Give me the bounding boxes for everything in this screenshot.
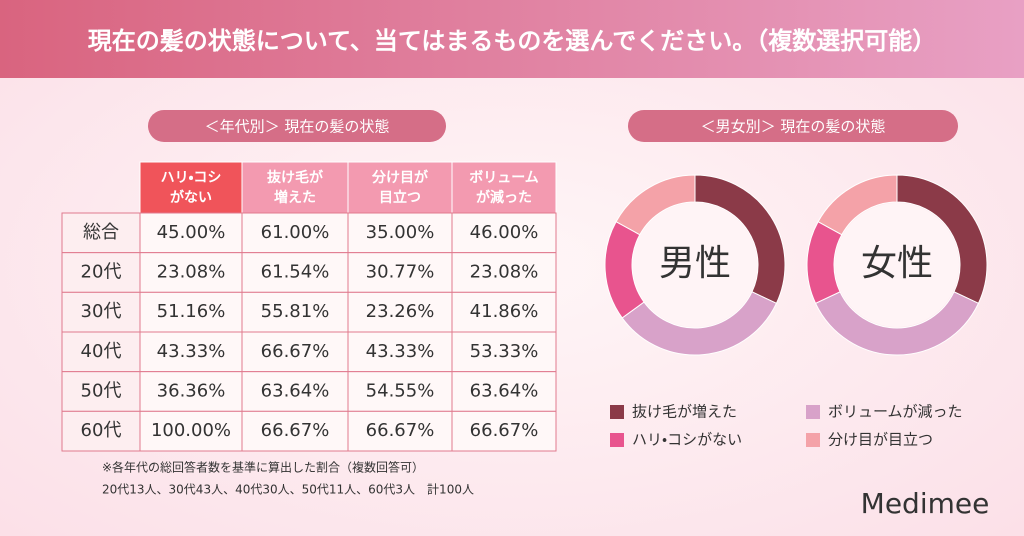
- table-cell: [347, 212, 453, 254]
- donut-segment: [817, 174, 898, 236]
- legend-label: ハリ・コシがない: [632, 431, 742, 449]
- table-value: 54.55%: [366, 381, 435, 402]
- center-label: 女性: [861, 243, 933, 284]
- legend-label: 分け目が目立つ: [828, 431, 933, 449]
- legend-swatch: [806, 405, 820, 419]
- column-header: 目立つ: [379, 189, 421, 206]
- table-value: 61.00%: [261, 222, 330, 243]
- column-header-cell: [451, 161, 557, 214]
- row-label: 総合: [83, 222, 119, 243]
- legend-swatch: [610, 433, 624, 447]
- table-value: 35.00%: [366, 222, 435, 243]
- table-value: 66.67%: [261, 341, 330, 362]
- table-cell: [451, 371, 557, 412]
- table-heading-pill: [148, 110, 446, 142]
- table-value: 36.36%: [157, 381, 226, 402]
- table-value: 23.08%: [157, 262, 226, 283]
- table-value: 61.54%: [261, 262, 330, 283]
- table-cell: [347, 331, 453, 373]
- table-cell: [347, 410, 453, 452]
- note: 20代13人、30代43人、40代30人、50代11人、60代3人 計100人: [102, 482, 474, 497]
- table-cell: [451, 252, 557, 293]
- table-cell: [451, 331, 557, 373]
- row-label: 50代: [81, 381, 122, 402]
- donut-hole: [835, 203, 959, 327]
- legend-label: 抜け毛が増えた: [632, 403, 737, 421]
- column-header-cell: [241, 161, 349, 214]
- chart-heading-pill: [628, 110, 958, 142]
- table-value: 66.67%: [261, 420, 330, 441]
- header-band: [0, 0, 1024, 78]
- legend-swatch: [610, 405, 624, 419]
- table-cell: [241, 371, 349, 412]
- row-label: 30代: [81, 301, 122, 322]
- table-cell: [347, 291, 453, 333]
- table-cell: [139, 212, 243, 254]
- column-header: 分け目が: [371, 169, 429, 186]
- note: ※各年代の総回答者数を基準に算出した割合（複数回答可）: [102, 460, 424, 475]
- table-value: 66.67%: [366, 420, 435, 441]
- table-value: 66.67%: [470, 420, 539, 441]
- center-label: 男性: [659, 243, 731, 284]
- table-cell: [139, 410, 243, 452]
- table-cell: [451, 410, 557, 452]
- table-cell: [139, 331, 243, 373]
- legend-label: ボリュームが減った: [828, 403, 963, 421]
- table-cell: [61, 291, 141, 333]
- table-value: 53.33%: [470, 341, 539, 362]
- row-label: 60代: [81, 420, 122, 441]
- row-label: 40代: [81, 341, 122, 362]
- table-value: 100.00%: [151, 420, 231, 441]
- donut-segment: [615, 174, 696, 236]
- table-value: 46.00%: [470, 222, 539, 243]
- table-value: 43.33%: [157, 341, 226, 362]
- chart-heading: ＜男女別＞ 現在の髪の状態: [701, 118, 886, 136]
- legend-swatch: [806, 433, 820, 447]
- title: 現在の髪の状態について、当てはまるものを選んでください。（複数選択可能）: [88, 27, 936, 55]
- table-value: 23.08%: [470, 262, 539, 283]
- column-header: が減った: [476, 189, 532, 206]
- table-value: 43.33%: [366, 341, 435, 362]
- column-header-cell: [347, 161, 453, 214]
- table-value: 23.26%: [366, 301, 435, 322]
- column-header: ハリ・コシ: [161, 170, 222, 186]
- donut-hole: [633, 203, 757, 327]
- table-cell: [241, 252, 349, 293]
- table-cell: [451, 291, 557, 333]
- table-cell: [61, 331, 141, 373]
- table-cell: [139, 291, 243, 333]
- row-label: 20代: [81, 262, 122, 283]
- table-cell: [241, 291, 349, 333]
- table-cell: [139, 371, 243, 412]
- table-cell: [347, 371, 453, 412]
- table-cell: [451, 212, 557, 254]
- table-value: 30.77%: [366, 262, 435, 283]
- table-value: 51.16%: [157, 301, 226, 322]
- column-header: 増えた: [274, 189, 316, 206]
- logo: Medimee: [861, 487, 990, 520]
- table-value: 41.86%: [470, 301, 539, 322]
- table-heading: ＜年代別＞ 現在の髪の状態: [205, 118, 390, 136]
- column-header: ボリューム: [469, 170, 539, 186]
- table-value: 55.81%: [261, 301, 330, 322]
- column-header: がない: [170, 189, 212, 206]
- table-value: 45.00%: [157, 222, 226, 243]
- column-header: 抜け毛が: [267, 169, 324, 186]
- table-cell: [61, 371, 141, 412]
- table-cell: [61, 252, 141, 293]
- table-value: 63.64%: [261, 381, 330, 402]
- table-value: 63.64%: [470, 381, 539, 402]
